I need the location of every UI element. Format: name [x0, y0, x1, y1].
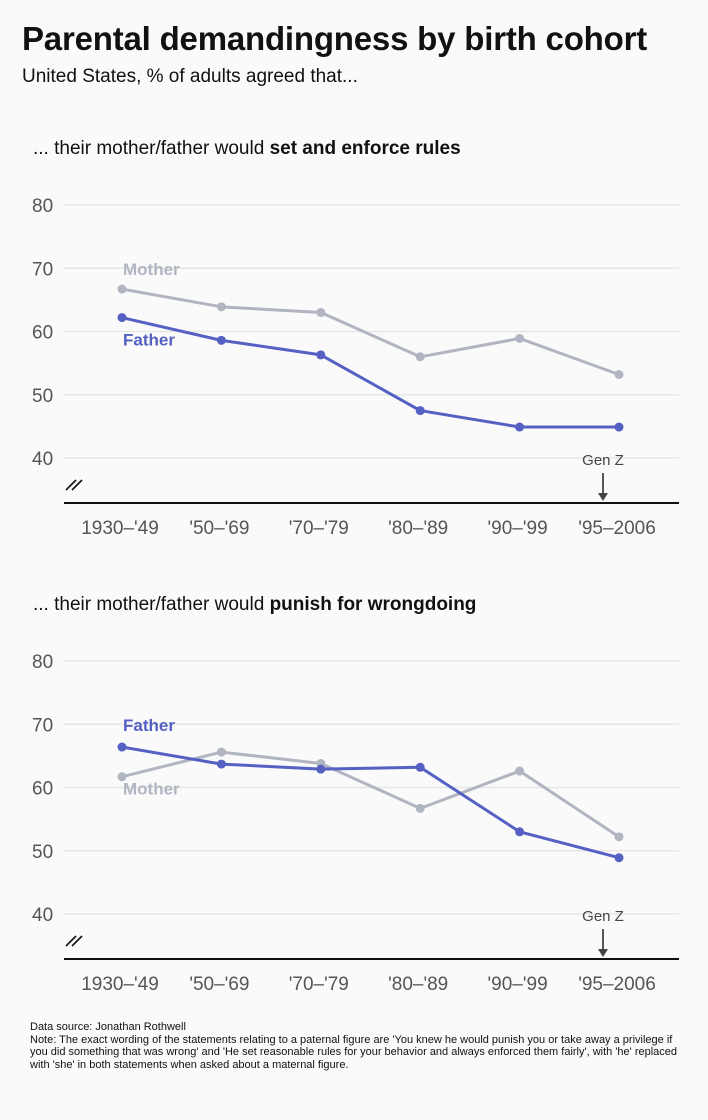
series-label-father: Father	[123, 716, 175, 735]
data-point-father	[117, 313, 127, 323]
data-point-father	[117, 742, 127, 752]
series-label-mother: Mother	[123, 780, 180, 799]
annotation-label: Gen Z	[582, 908, 624, 925]
x-tick-label: '50–'69	[189, 518, 249, 539]
data-point-father	[216, 759, 226, 769]
series-label-mother: Mother	[123, 260, 180, 279]
x-tick-label: '95–2006	[578, 518, 656, 539]
annotation-arrow-head	[598, 493, 608, 501]
annotation-arrow-head	[598, 949, 608, 957]
x-tick-label: '90–'99	[488, 518, 548, 539]
series-line-father	[121, 316, 619, 429]
data-point-father	[614, 853, 624, 863]
data-point-father	[614, 422, 624, 432]
y-tick-label: 50	[32, 842, 53, 863]
panel-2-title: ... their mother/father would punish for…	[33, 594, 477, 615]
y-tick-label: 70	[32, 259, 53, 280]
data-point-father	[316, 764, 326, 774]
data-point-father	[515, 422, 525, 432]
data-source: Data source: Jonathan Rothwell	[30, 1021, 186, 1033]
series-line-mother	[121, 750, 620, 839]
x-tick-label: '95–2006	[578, 974, 656, 995]
y-tick-label: 60	[32, 323, 53, 344]
x-tick-label: '70–'79	[289, 974, 349, 995]
series-line-father	[121, 745, 620, 860]
annotation-label: Gen Z	[582, 452, 624, 469]
footer: Data source: Jonathan Rothwell Note: The…	[30, 1021, 680, 1071]
x-tick-label: 1930–'49	[81, 518, 159, 539]
series-label-father: Father	[123, 331, 175, 350]
chart-subtitle: United States, % of adults agreed that..…	[22, 66, 358, 87]
chart-rules: 40 50 60 70 80 1930–'49 '50–'69 '70–'79 '80–'89 '…	[32, 196, 679, 539]
data-point-father	[415, 762, 425, 772]
series-line-mother	[121, 287, 620, 376]
axis-break-icon	[65, 479, 83, 491]
footnote: Note: The exact wording of the statement…	[30, 1033, 678, 1071]
chart-title: Parental demandingness by birth cohort	[22, 20, 648, 57]
x-tick-label: '80–'89	[388, 974, 448, 995]
y-tick-label: 40	[32, 449, 53, 470]
data-point-mother	[117, 772, 127, 782]
y-tick-label: 70	[32, 715, 53, 736]
y-tick-label: 60	[32, 779, 53, 800]
data-point-mother	[415, 803, 425, 813]
data-point-mother	[117, 284, 127, 294]
data-point-mother	[316, 308, 326, 318]
panel-1-title: ... their mother/father would set and en…	[33, 138, 461, 159]
y-tick-label: 40	[32, 905, 53, 926]
data-point-father	[515, 827, 525, 837]
x-tick-label: '80–'89	[388, 518, 448, 539]
y-tick-label: 80	[32, 652, 53, 673]
data-point-mother	[515, 333, 525, 343]
data-point-mother	[614, 832, 624, 842]
data-point-father	[216, 335, 226, 345]
x-tick-label: '90–'99	[488, 974, 548, 995]
x-tick-label: '50–'69	[189, 974, 249, 995]
data-point-father	[415, 406, 425, 416]
x-tick-label: '70–'79	[289, 518, 349, 539]
x-tick-label: 1930–'49	[81, 974, 159, 995]
data-point-mother	[216, 302, 226, 312]
data-point-mother	[515, 766, 525, 776]
data-point-mother	[216, 747, 226, 757]
chart-punish: 40 50 60 70 80 1930–'49 '50–'69 '70–'79 '80–'89 '…	[32, 652, 679, 995]
data-point-mother	[415, 352, 425, 362]
y-tick-label: 50	[32, 386, 53, 407]
y-tick-label: 80	[32, 196, 53, 217]
data-point-mother	[614, 370, 624, 380]
axis-break-icon	[65, 935, 83, 947]
data-point-father	[316, 350, 326, 360]
